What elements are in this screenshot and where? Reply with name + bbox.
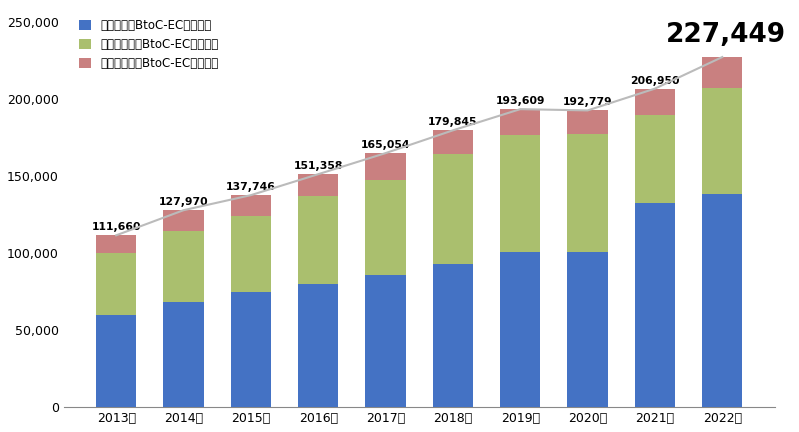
Bar xyxy=(365,275,406,407)
Bar xyxy=(567,134,608,252)
Bar xyxy=(567,111,608,134)
Bar xyxy=(634,89,675,115)
Text: 165,054: 165,054 xyxy=(361,140,411,150)
Bar xyxy=(231,292,271,407)
Bar xyxy=(365,153,406,180)
Text: 192,779: 192,779 xyxy=(562,97,612,107)
Bar xyxy=(298,284,339,407)
Bar xyxy=(231,195,271,216)
Bar xyxy=(433,264,473,407)
Text: 206,950: 206,950 xyxy=(630,76,680,86)
Bar xyxy=(96,315,137,407)
Text: 137,746: 137,746 xyxy=(226,182,276,192)
Text: 193,609: 193,609 xyxy=(495,96,545,106)
Bar xyxy=(163,302,204,407)
Bar xyxy=(567,252,608,407)
Legend: 物販系分野BtoC-EC市場規模, サービス分野BtoC-EC市場規模, デジタル分野BtoC-EC市場規模: 物販系分野BtoC-EC市場規模, サービス分野BtoC-EC市場規模, デジタ… xyxy=(77,17,221,73)
Bar xyxy=(163,210,204,231)
Bar xyxy=(702,57,742,88)
Bar xyxy=(96,253,137,315)
Bar xyxy=(500,109,540,135)
Bar xyxy=(298,174,339,196)
Bar xyxy=(702,88,742,194)
Bar xyxy=(433,154,473,264)
Text: 179,845: 179,845 xyxy=(428,117,478,127)
Bar xyxy=(231,216,271,292)
Bar xyxy=(634,115,675,203)
Bar xyxy=(298,196,339,284)
Text: 151,358: 151,358 xyxy=(293,161,343,171)
Text: 227,449: 227,449 xyxy=(666,22,785,48)
Bar xyxy=(500,135,540,252)
Bar xyxy=(702,194,742,407)
Bar xyxy=(433,130,473,154)
Bar xyxy=(500,252,540,407)
Bar xyxy=(96,235,137,253)
Text: 127,970: 127,970 xyxy=(159,197,209,207)
Bar xyxy=(634,203,675,407)
Bar xyxy=(365,180,406,275)
Bar xyxy=(163,231,204,302)
Text: 111,660: 111,660 xyxy=(91,222,141,232)
